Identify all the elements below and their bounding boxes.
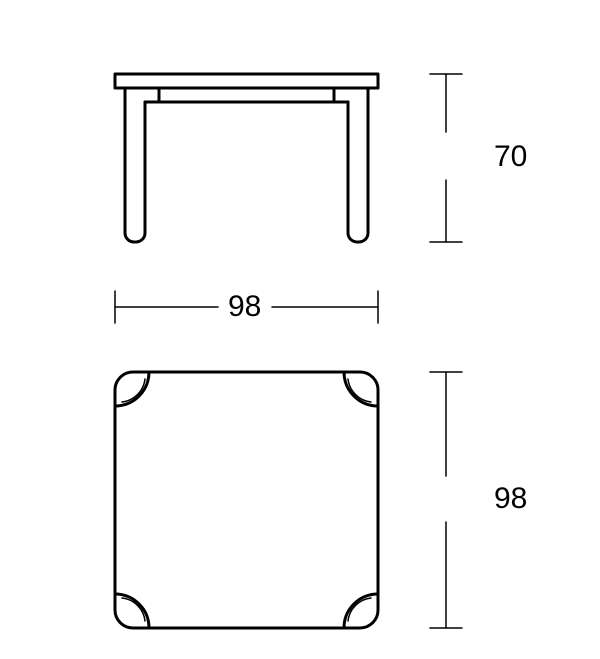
top-view	[115, 372, 378, 628]
front-view	[115, 74, 378, 242]
drawing-svg	[0, 0, 600, 659]
dimension-drawing: 70 98 98	[0, 0, 600, 659]
width-label: 98	[228, 290, 261, 324]
depth-label: 98	[494, 482, 527, 516]
height-label: 70	[494, 140, 527, 174]
dimension-lines	[115, 74, 462, 628]
